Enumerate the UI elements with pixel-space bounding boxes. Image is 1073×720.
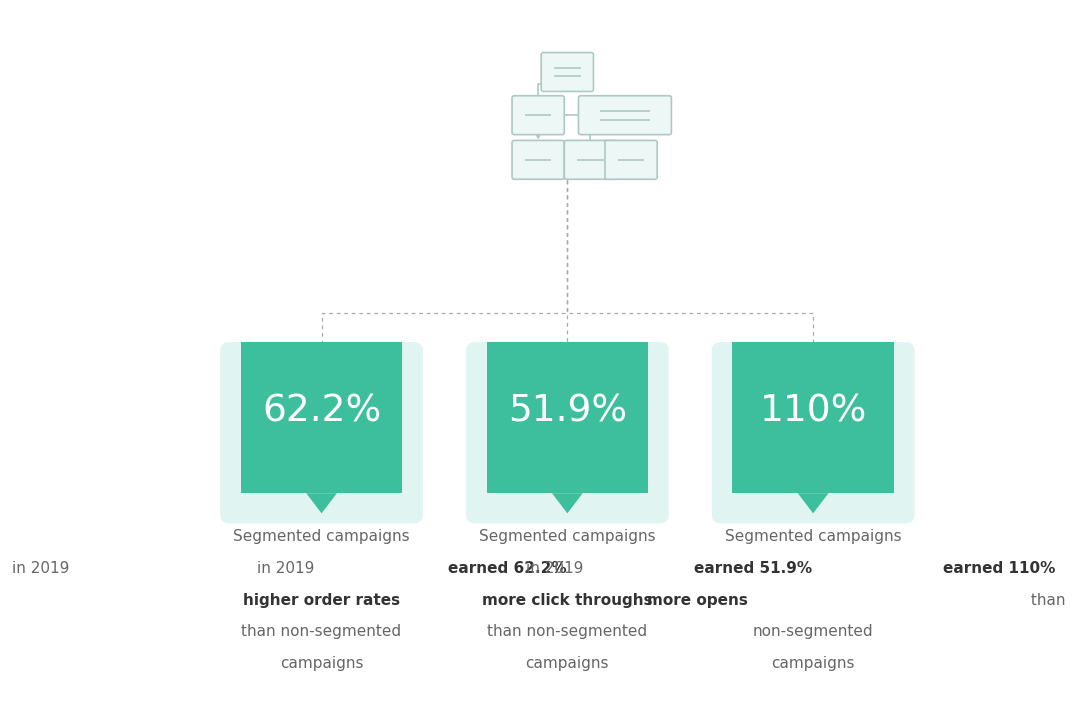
Text: earned 110%: earned 110%	[943, 561, 1055, 576]
Polygon shape	[306, 493, 337, 513]
Text: in 2019: in 2019	[527, 561, 589, 576]
FancyBboxPatch shape	[578, 96, 672, 135]
Text: 51.9%: 51.9%	[508, 394, 627, 430]
FancyBboxPatch shape	[512, 96, 564, 135]
FancyBboxPatch shape	[605, 140, 657, 179]
Text: in 2019: in 2019	[12, 561, 74, 576]
Text: non-segmented: non-segmented	[753, 624, 873, 639]
Text: 62.2%: 62.2%	[262, 394, 381, 430]
Text: campaigns: campaigns	[526, 656, 609, 671]
Polygon shape	[552, 493, 583, 513]
Text: Segmented campaigns: Segmented campaigns	[233, 529, 410, 544]
Text: higher order rates: higher order rates	[242, 593, 400, 608]
Text: than: than	[1026, 593, 1065, 608]
Text: than non-segmented: than non-segmented	[487, 624, 647, 639]
Text: than non-segmented: than non-segmented	[241, 624, 401, 639]
Polygon shape	[797, 493, 828, 513]
Text: earned 51.9%: earned 51.9%	[694, 561, 812, 576]
Text: campaigns: campaigns	[280, 656, 364, 671]
FancyBboxPatch shape	[220, 342, 423, 523]
Text: more opens: more opens	[647, 593, 748, 608]
FancyBboxPatch shape	[733, 342, 894, 493]
Text: campaigns: campaigns	[771, 656, 855, 671]
FancyBboxPatch shape	[466, 342, 668, 523]
FancyBboxPatch shape	[541, 53, 593, 91]
Text: 110%: 110%	[760, 394, 867, 430]
FancyBboxPatch shape	[564, 140, 617, 179]
FancyBboxPatch shape	[487, 342, 648, 493]
Text: in 2019: in 2019	[258, 561, 320, 576]
Text: Segmented campaigns: Segmented campaigns	[725, 529, 901, 544]
FancyBboxPatch shape	[711, 342, 914, 523]
Text: more click throughs: more click throughs	[482, 593, 652, 608]
Text: Segmented campaigns: Segmented campaigns	[479, 529, 656, 544]
FancyBboxPatch shape	[241, 342, 402, 493]
Text: earned 62.2%: earned 62.2%	[449, 561, 567, 576]
FancyBboxPatch shape	[512, 140, 564, 179]
